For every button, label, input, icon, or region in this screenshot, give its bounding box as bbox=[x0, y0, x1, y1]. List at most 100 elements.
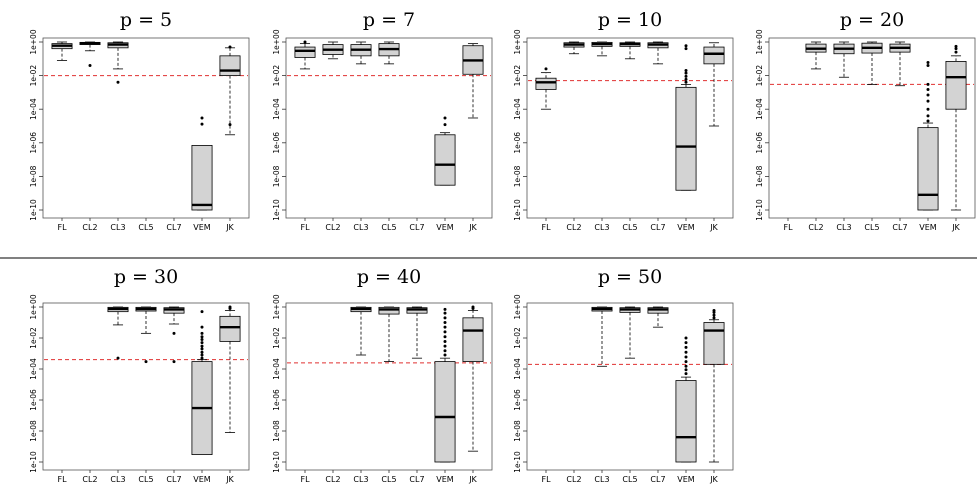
category-label: FL bbox=[300, 223, 310, 232]
y-tick-label: 1e-08 bbox=[29, 420, 38, 442]
outlier-point bbox=[926, 119, 930, 123]
outlier-point bbox=[926, 63, 930, 67]
box-iqr bbox=[675, 86, 697, 191]
outlier-point bbox=[684, 355, 688, 359]
outlier-point bbox=[200, 116, 204, 120]
box-CL3 bbox=[350, 306, 372, 356]
box-VEM bbox=[434, 116, 456, 186]
category-label: CL7 bbox=[166, 475, 181, 484]
outlier-point bbox=[684, 360, 688, 364]
category-label: FL bbox=[57, 475, 67, 484]
category-label: JK bbox=[468, 223, 477, 232]
y-tick-label: 1e-08 bbox=[272, 420, 281, 442]
box-CL5 bbox=[378, 41, 400, 65]
outlier-point bbox=[116, 80, 120, 84]
box-CL5 bbox=[861, 41, 883, 85]
box-iqr bbox=[378, 306, 400, 315]
box-CL2 bbox=[805, 41, 827, 70]
y-tick-label: 1e-10 bbox=[272, 451, 281, 473]
category-label: CL7 bbox=[409, 223, 424, 232]
outlier-point bbox=[684, 44, 688, 48]
outlier-point bbox=[684, 77, 688, 81]
category-label: CL5 bbox=[381, 223, 396, 232]
outlier-point bbox=[926, 87, 930, 91]
box-CL5 bbox=[135, 306, 157, 364]
box-FL bbox=[294, 40, 316, 70]
outlier-point bbox=[684, 345, 688, 349]
category-label: CL3 bbox=[110, 223, 125, 232]
category-label: FL bbox=[783, 223, 793, 232]
category-label: CL2 bbox=[566, 475, 581, 484]
y-tick-label: 1e-06 bbox=[29, 132, 38, 154]
plot-frame bbox=[285, 302, 493, 471]
category-label: VEM bbox=[677, 475, 695, 484]
outlier-point bbox=[684, 69, 688, 73]
outlier-point bbox=[684, 336, 688, 340]
y-tick-label: 1e-02 bbox=[272, 65, 281, 87]
outlier-point bbox=[544, 67, 548, 71]
y-tick-label: 1e-08 bbox=[513, 165, 522, 187]
outlier-point bbox=[200, 310, 204, 314]
panel-0: p = 5 1e+00 1e-02 1e-04 1e-06 1e-08 1e-10 FL CL2… bbox=[29, 9, 250, 232]
outlier-point bbox=[926, 82, 930, 86]
panel-6: p = 50 1e+00 1e-02 1e-04 1e-06 1e-08 1e-10 FL CL… bbox=[513, 266, 734, 484]
box-iqr bbox=[219, 55, 241, 77]
category-label: CL5 bbox=[138, 223, 153, 232]
panel-title: p = 30 bbox=[114, 266, 178, 288]
y-tick-label: 1e+00 bbox=[272, 294, 281, 319]
outlier-point bbox=[684, 71, 688, 75]
category-label: CL5 bbox=[381, 475, 396, 484]
panel-2: p = 10 1e+00 1e-02 1e-04 1e-06 1e-08 1e-10 FL CL… bbox=[513, 9, 734, 232]
outlier-point bbox=[443, 330, 447, 334]
y-tick-label: 1e-02 bbox=[29, 327, 38, 349]
category-label: VEM bbox=[677, 223, 695, 232]
outlier-point bbox=[228, 45, 232, 49]
box-CL5 bbox=[619, 306, 641, 359]
outlier-point bbox=[200, 325, 204, 329]
y-tick-label: 1e-06 bbox=[513, 132, 522, 154]
outlier-point bbox=[200, 331, 204, 335]
outlier-point bbox=[116, 356, 120, 360]
category-label: FL bbox=[300, 475, 310, 484]
category-label: CL5 bbox=[622, 475, 637, 484]
outlier-point bbox=[200, 344, 204, 348]
y-tick-label: 1e-04 bbox=[513, 358, 522, 380]
box-VEM bbox=[191, 116, 213, 211]
category-label: FL bbox=[541, 475, 551, 484]
outlier-point bbox=[954, 50, 958, 54]
outlier-point bbox=[200, 341, 204, 345]
y-tick-label: 1e-08 bbox=[29, 165, 38, 187]
outlier-point bbox=[303, 40, 307, 44]
outlier-point bbox=[684, 368, 688, 372]
box-CL3 bbox=[591, 306, 613, 367]
outlier-point bbox=[200, 338, 204, 342]
y-tick-label: 1e-08 bbox=[272, 165, 281, 187]
y-tick-label: 1e-10 bbox=[29, 451, 38, 473]
outlier-point bbox=[200, 353, 204, 357]
outlier-point bbox=[228, 305, 232, 309]
outlier-point bbox=[443, 316, 447, 320]
panel-3: p = 20 1e+00 1e-02 1e-04 1e-06 1e-08 1e-10 FL CL… bbox=[755, 9, 976, 232]
y-tick-label: 1e-04 bbox=[755, 98, 764, 120]
box-CL7 bbox=[163, 306, 185, 364]
category-label: CL2 bbox=[566, 223, 581, 232]
box-CL5 bbox=[378, 306, 400, 363]
outlier-point bbox=[443, 353, 447, 357]
y-tick-label: 1e+00 bbox=[513, 294, 522, 319]
box-CL7 bbox=[647, 306, 669, 328]
category-label: VEM bbox=[193, 475, 211, 484]
y-tick-label: 1e-06 bbox=[29, 389, 38, 411]
outlier-point bbox=[684, 74, 688, 78]
panel-5: p = 40 1e+00 1e-02 1e-04 1e-06 1e-08 1e-10 FL CL… bbox=[272, 266, 493, 484]
outlier-point bbox=[443, 349, 447, 353]
category-label: CL5 bbox=[864, 223, 879, 232]
box-JK bbox=[219, 45, 241, 136]
outlier-point bbox=[200, 335, 204, 339]
panel-title: p = 40 bbox=[357, 266, 421, 288]
outlier-point bbox=[926, 99, 930, 103]
outlier-point bbox=[88, 63, 92, 67]
category-label: CL7 bbox=[166, 223, 181, 232]
box-iqr bbox=[535, 77, 557, 90]
y-tick-label: 1e-02 bbox=[513, 65, 522, 87]
panel-title: p = 5 bbox=[120, 9, 172, 31]
